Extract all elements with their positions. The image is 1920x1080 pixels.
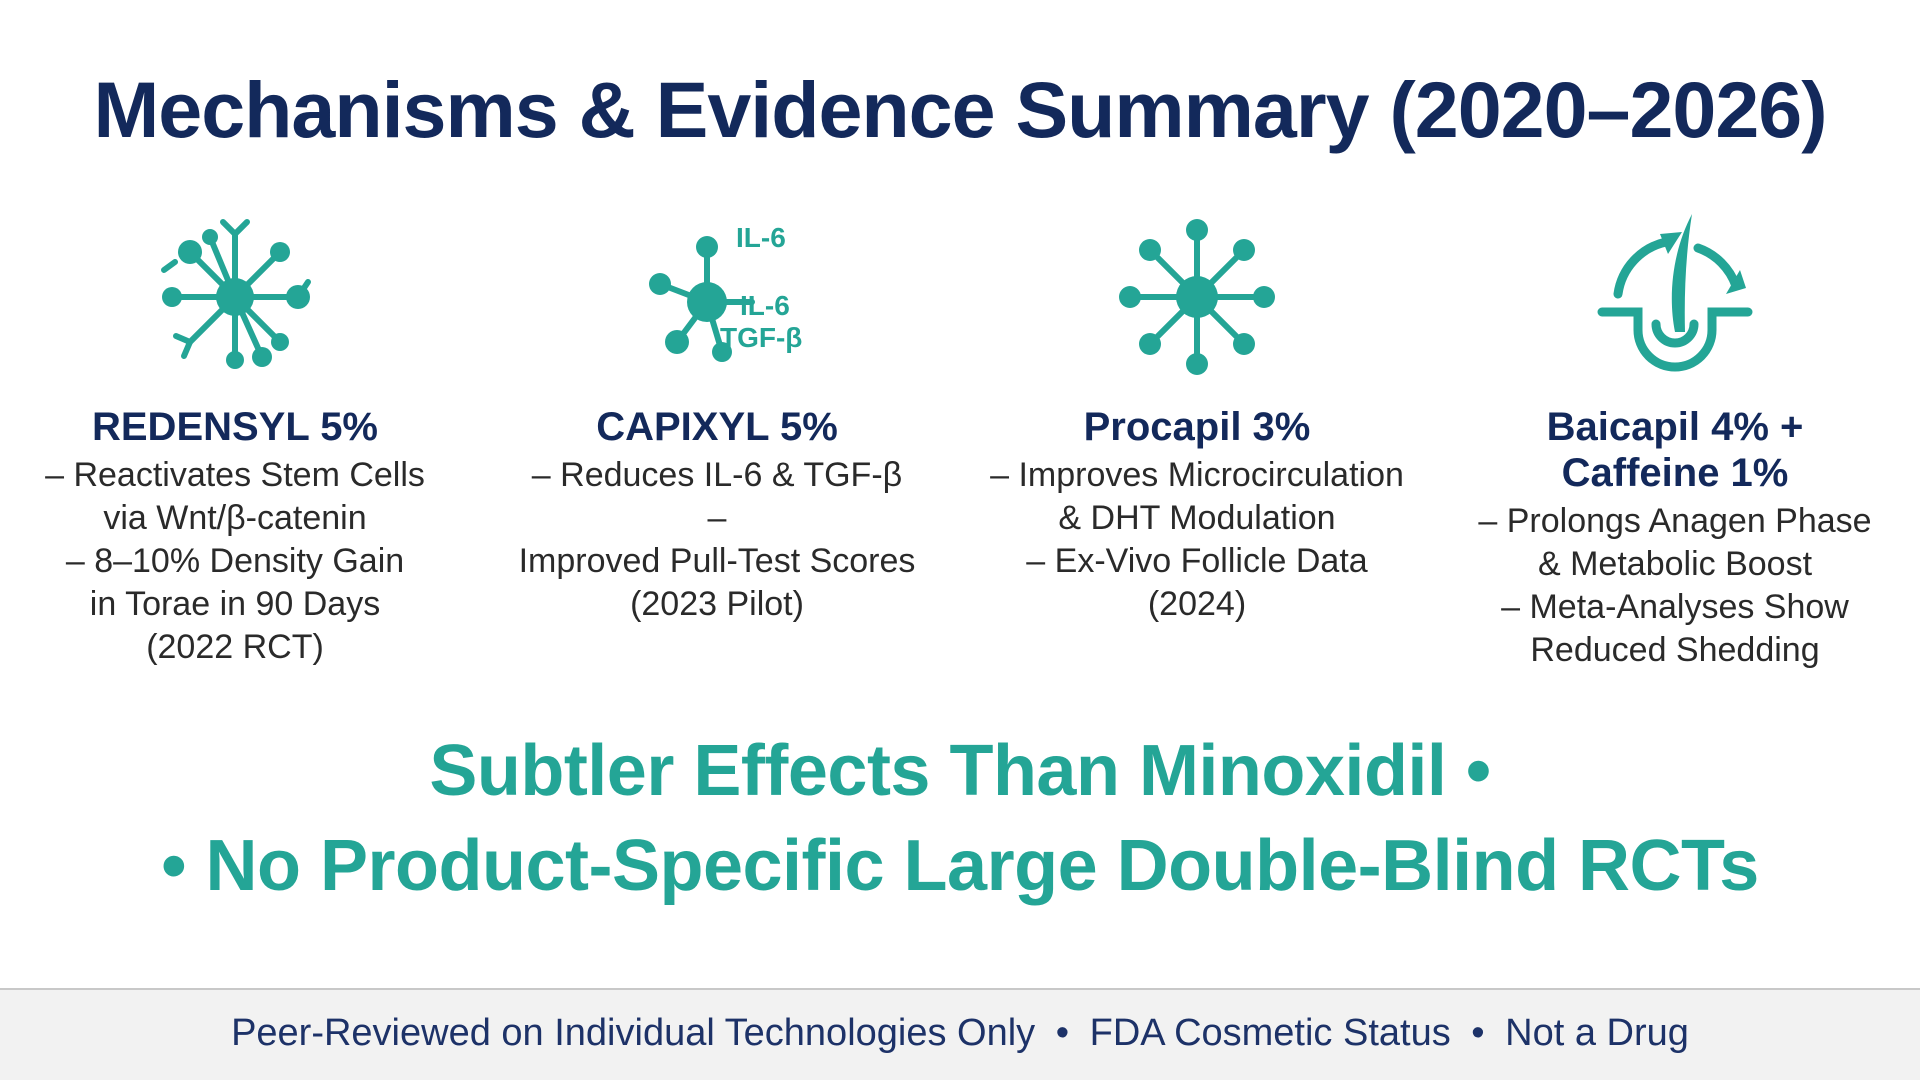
bullet-line: (2022 RCT) [146, 628, 324, 666]
bullet-line: (2023 Pilot) [630, 585, 804, 623]
footer-item: FDA Cosmetic Status [1089, 1012, 1451, 1054]
card-bullets: – Prolongs Anagen Phase & Metabolic Boos… [1455, 500, 1895, 672]
footer-separator: • [1471, 1012, 1485, 1054]
bullet-line: – Prolongs Anagen Phase [1478, 502, 1872, 540]
bullet-line: – 8–10% Density Gain [65, 542, 405, 580]
card-bullets: – Reduces IL-6 & TGF-β – Improved Pull-T… [497, 454, 937, 626]
bullet-line: & DHT Modulation [1058, 499, 1336, 537]
footer-item: Not a Drug [1505, 1012, 1689, 1054]
tagline-line-1: Subtler Effects Than Minoxidil • [429, 731, 1491, 811]
ingredient-cards: REDENSYL 5% – Reactivates Stem Cells via… [0, 212, 1920, 682]
hair-follicle-icon [1597, 214, 1753, 372]
card-name: CAPIXYL 5% [596, 405, 838, 449]
bullet-line: Reduced Shedding [1530, 631, 1820, 669]
molecule-icon: IL-6 IL-6 TGF-β [649, 222, 802, 362]
bullet-line: – Ex-Vivo Follicle Data [1026, 542, 1368, 580]
icon-label: IL-6 [736, 222, 786, 253]
tagline-line-2: • No Product-Specific Large Double-Blind… [161, 826, 1759, 906]
icon-label: TGF-β [720, 322, 802, 353]
card-bullets: – Improves Microcirculation & DHT Modula… [977, 454, 1417, 626]
card-procapil: Procapil 3% – Improves Microcirculation … [977, 212, 1417, 626]
footer-bar: Peer-Reviewed on Individual Technologies… [0, 988, 1920, 1080]
card-name: Baicapil 4% + Caffeine 1% [1546, 405, 1804, 495]
card-redensyl: REDENSYL 5% – Reactivates Stem Cells via… [15, 212, 455, 669]
footer-text: Peer-Reviewed on Individual Technologies… [0, 1012, 1920, 1055]
cell-network-icon [161, 219, 311, 369]
card-capixyl: IL-6 IL-6 TGF-β CAPIXYL 5% – Reduces IL-… [497, 212, 937, 626]
bullet-line: – Meta-Analyses Show [1501, 588, 1849, 626]
icon-label: IL-6 [740, 290, 790, 321]
bullet-line: – [707, 499, 727, 537]
bullet-line: (2024) [1147, 585, 1247, 623]
bullet-line: – Reduces IL-6 & TGF-β [531, 456, 903, 494]
bullet-line: Improved Pull-Test Scores [518, 542, 916, 580]
card-bullets: – Reactivates Stem Cells via Wnt/β-caten… [15, 454, 455, 669]
card-baicapil: Baicapil 4% + Caffeine 1% – Prolongs Ana… [1455, 212, 1895, 672]
bullet-line: & Metabolic Boost [1537, 545, 1813, 583]
bullet-line: via Wnt/β-catenin [103, 499, 367, 537]
page-title: Mechanisms & Evidence Summary (2020–2026… [93, 65, 1827, 154]
bullet-line: – Improves Microcirculation [990, 456, 1404, 494]
card-name: Procapil 3% [1083, 405, 1311, 449]
radial-cell-icon [1119, 219, 1275, 375]
bullet-line: – Reactivates Stem Cells [45, 456, 425, 494]
footer-separator: • [1055, 1012, 1070, 1054]
footer-item: Peer-Reviewed on Individual Technologies… [231, 1012, 1036, 1054]
bullet-line: in Torae in 90 Days [89, 585, 381, 623]
card-name: REDENSYL 5% [91, 405, 378, 449]
